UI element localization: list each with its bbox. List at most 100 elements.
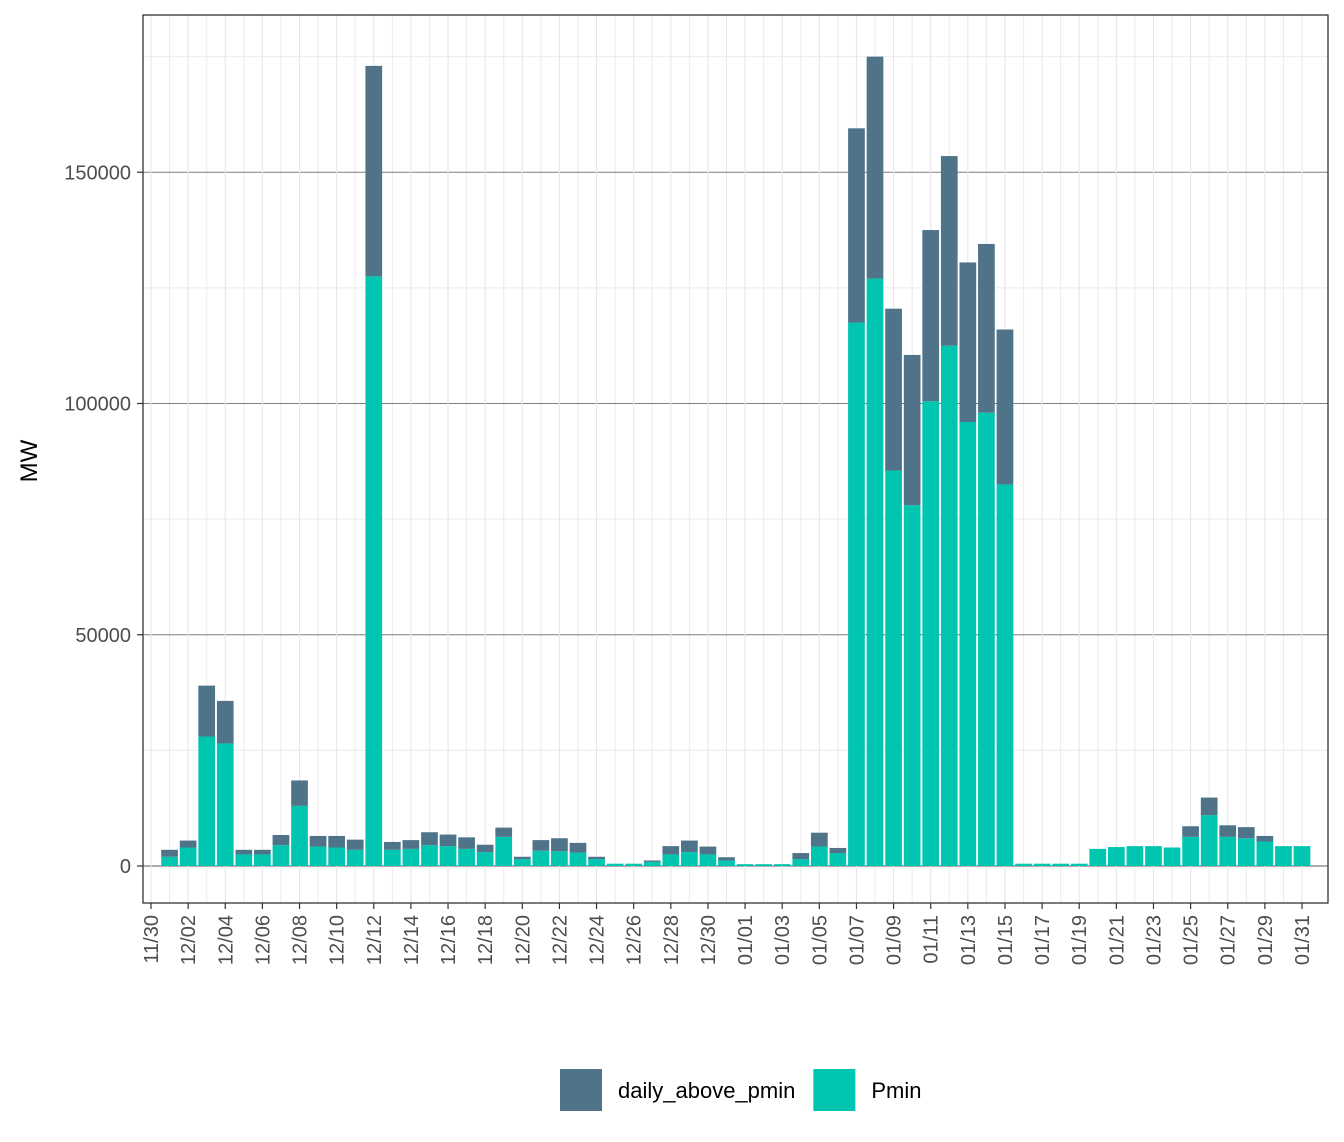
bar-pmin-01-26: [1200, 815, 1218, 866]
bar-pmin-12-16: [439, 846, 457, 866]
bar-daily-above-pmin-01-05: [810, 832, 828, 847]
bar-pmin-12-27: [643, 861, 661, 866]
x-tick-label: 12/08: [290, 915, 312, 965]
legend-key-daily-above-pmin: [560, 1069, 602, 1111]
bar-pmin-01-10: [903, 505, 921, 866]
bar-daily-above-pmin-12-07: [272, 835, 290, 846]
x-tick-label: 12/24: [587, 915, 609, 965]
x-tick-label: 01/27: [1218, 915, 1240, 965]
x-tick-label: 01/21: [1106, 915, 1128, 965]
bar-daily-above-pmin-12-19: [495, 827, 513, 837]
bar-pmin-12-14: [402, 848, 420, 866]
x-tick-label: 12/06: [252, 915, 274, 965]
bar-pmin-01-23: [1145, 846, 1162, 866]
bar-daily-above-pmin-01-11: [922, 230, 940, 402]
y-tick-label: 150000: [64, 162, 131, 184]
x-tick-label: 12/22: [549, 915, 571, 965]
bar-pmin-12-21: [532, 850, 550, 866]
bar-daily-above-pmin-12-03: [198, 685, 216, 737]
bar-pmin-12-07: [272, 845, 290, 866]
x-tick-label: 12/04: [215, 915, 237, 965]
bar-pmin-12-12: [365, 276, 383, 866]
bar-pmin-01-07: [848, 322, 865, 866]
x-tick-label: 01/09: [884, 915, 906, 965]
x-tick-label: 01/13: [958, 915, 980, 965]
bar-pmin-12-01: [161, 856, 178, 866]
bar-daily-above-pmin-12-23: [569, 842, 587, 853]
bar-pmin-01-08: [866, 278, 884, 866]
bar-daily-above-pmin-12-17: [458, 837, 475, 849]
bar-pmin-01-14: [978, 412, 995, 866]
bar-pmin-01-17: [1033, 863, 1051, 866]
bar-pmin-12-08: [291, 805, 308, 866]
bar-pmin-12-31: [718, 860, 735, 866]
bar-daily-above-pmin-12-22: [551, 838, 568, 852]
bar-pmin-12-29: [681, 852, 698, 866]
bar-pmin-01-04: [792, 859, 810, 866]
bar-pmin-12-25: [606, 863, 624, 866]
bar-daily-above-pmin-12-06: [254, 849, 271, 855]
x-tick-label: 12/16: [438, 915, 460, 965]
bar-daily-above-pmin-01-29: [1256, 835, 1274, 842]
y-tick-label: 50000: [75, 625, 131, 647]
bar-pmin-12-26: [625, 863, 643, 866]
legend: daily_above_pmin Pmin: [560, 1069, 921, 1111]
y-axis-title: MW: [16, 439, 43, 482]
x-tick-label: 01/07: [846, 915, 868, 965]
x-tick-label: 12/10: [327, 915, 349, 965]
bar-daily-above-pmin-12-15: [421, 832, 438, 846]
bar-pmin-01-31: [1293, 846, 1311, 866]
bar-pmin-12-09: [309, 846, 327, 866]
x-axis: 11/30 12/02 12/04 12/06 12/08 12/10 12/12 12/14…: [141, 903, 1314, 965]
bar-daily-above-pmin-01-09: [885, 308, 902, 471]
bar-pmin-01-05: [810, 846, 828, 866]
x-tick-label: 12/28: [661, 915, 683, 965]
x-tick-label: 12/14: [401, 915, 423, 965]
bar-pmin-01-30: [1275, 846, 1292, 866]
legend-label-pmin: Pmin: [871, 1078, 921, 1103]
bar-pmin-01-19: [1070, 863, 1088, 866]
bar-pmin-12-24: [588, 859, 605, 866]
bar-pmin-01-11: [922, 401, 940, 866]
bar-pmin-12-05: [235, 854, 253, 866]
bar-pmin-01-16: [1015, 863, 1032, 866]
bar-daily-above-pmin-01-27: [1219, 825, 1237, 837]
bar-daily-above-pmin-12-10: [328, 835, 345, 848]
bar-daily-above-pmin-12-11: [346, 839, 364, 850]
bar-pmin-12-15: [421, 845, 438, 866]
bar-pmin-01-13: [959, 422, 977, 866]
bar-pmin-12-20: [513, 859, 531, 866]
x-tick-label: 01/31: [1292, 915, 1314, 965]
bar-daily-above-pmin-12-18: [476, 844, 494, 853]
x-tick-label: 01/29: [1255, 915, 1277, 965]
bar-daily-above-pmin-12-14: [402, 840, 420, 849]
x-tick-label: 12/20: [512, 915, 534, 965]
x-tick-label: 01/25: [1181, 915, 1203, 965]
bar-pmin-12-11: [346, 849, 364, 866]
minor-gridlines: [143, 15, 1328, 903]
bar-daily-above-pmin-12-02: [179, 840, 197, 848]
bar-pmin-12-02: [179, 847, 197, 866]
bar-pmin-12-03: [198, 736, 216, 866]
bar-daily-above-pmin-01-07: [848, 128, 865, 323]
x-tick-label: 12/26: [624, 915, 646, 965]
bar-pmin-01-20: [1089, 848, 1107, 866]
major-gridlines: [143, 15, 1328, 903]
bar-daily-above-pmin-12-24: [588, 856, 605, 860]
bar-daily-above-pmin-12-29: [681, 840, 698, 853]
bar-pmin-12-28: [662, 854, 680, 866]
bar-pmin-12-18: [476, 852, 494, 866]
bar-daily-above-pmin-12-20: [513, 856, 531, 860]
bar-daily-above-pmin-12-30: [699, 846, 717, 855]
bar-daily-above-pmin-12-12: [365, 65, 383, 277]
bar-daily-above-pmin-01-25: [1182, 826, 1199, 837]
x-tick-label: 01/03: [772, 915, 794, 965]
bar-pmin-12-04: [216, 743, 234, 866]
x-tick-label: 11/30: [141, 915, 163, 964]
bar-pmin-12-23: [569, 852, 587, 866]
bar-daily-above-pmin-12-13: [383, 841, 401, 850]
x-tick-label: 01/05: [809, 915, 831, 965]
bar-pmin-01-02: [755, 864, 772, 866]
y-tick-label: 100000: [64, 394, 131, 416]
